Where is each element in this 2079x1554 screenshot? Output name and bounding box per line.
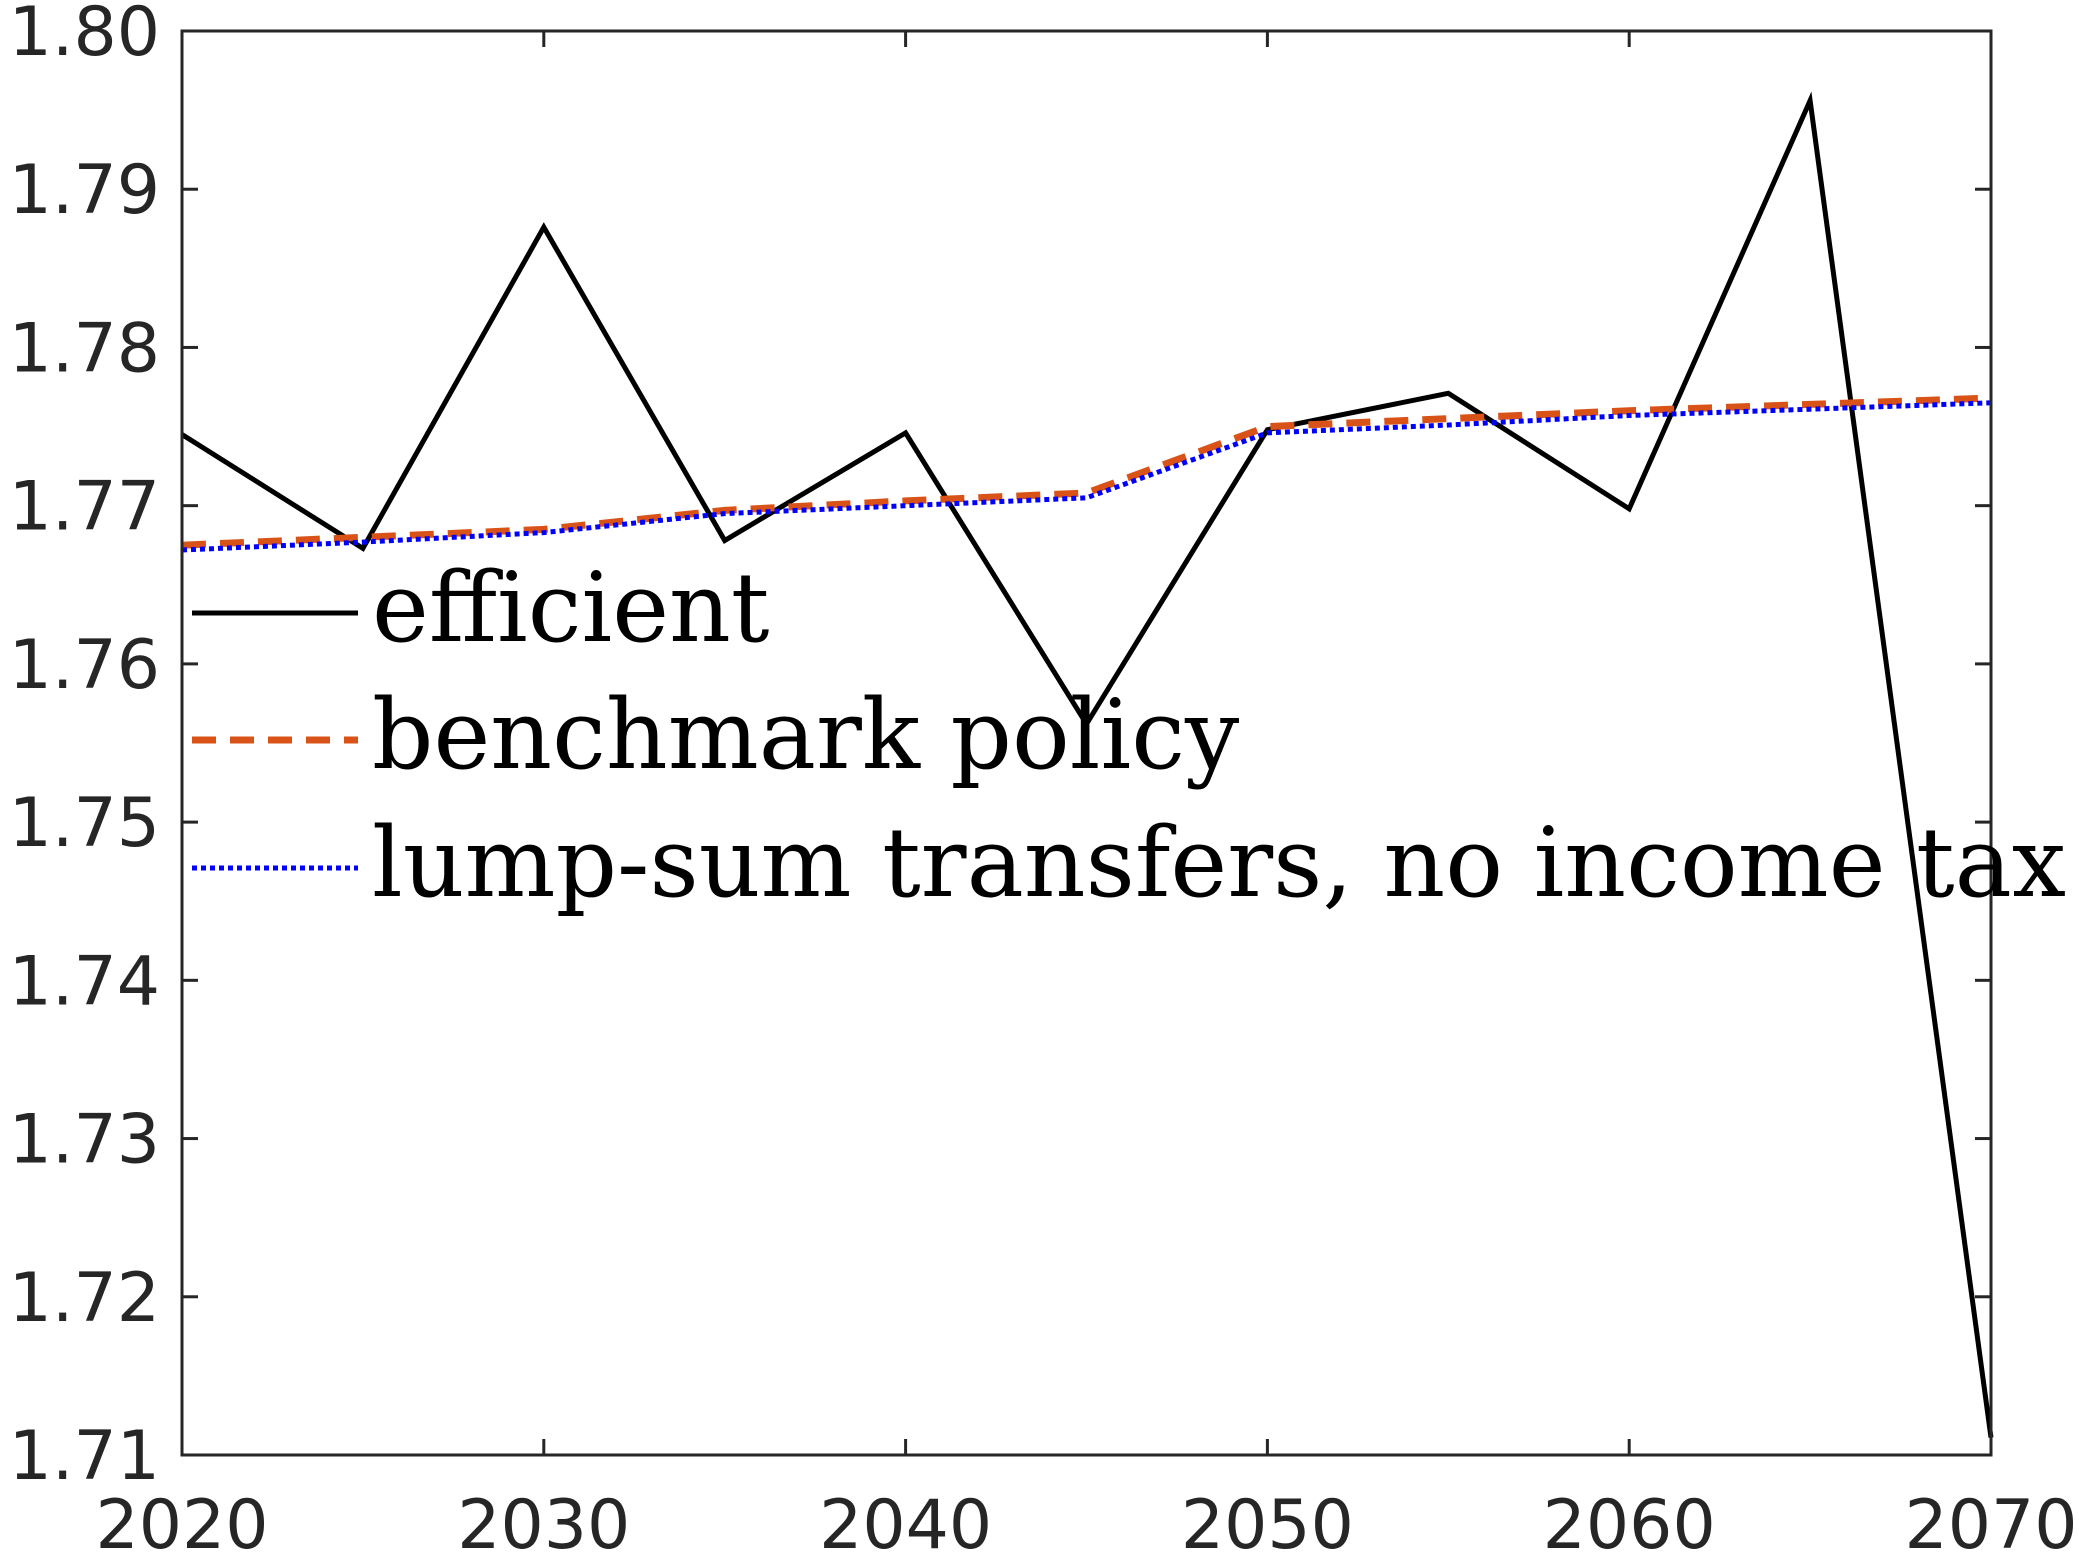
x-tick-label: 2050 [1181, 1486, 1354, 1554]
y-tick-label: 1.79 [9, 151, 160, 230]
x-tick-label: 2060 [1543, 1486, 1716, 1554]
tick-layer: 2020 2030 2040 2050 2060 2070 1.71 1.72 1.73 1.74… [9, 0, 2078, 1554]
series-3-point-2050 [1265, 431, 1269, 435]
plot-frame [180, 29, 1993, 1457]
series-line-3 [181, 400, 1992, 553]
series-3-point-2040 [904, 504, 908, 508]
series-3-point-2055 [1446, 423, 1450, 427]
series-1-point-2025 [361, 546, 365, 550]
legend-item-2: benchmark policy [192, 679, 1239, 791]
series-2-point-2025 [361, 535, 365, 539]
x-tick-label: 2030 [457, 1486, 630, 1554]
legend-label: benchmark policy [372, 679, 1239, 791]
series-line-1 [180, 91, 1994, 1438]
y-tick-label: 1.71 [9, 1417, 160, 1496]
series-3 [181, 400, 1992, 553]
series-1-point-2035 [723, 539, 727, 543]
series-1-point-2030 [542, 225, 546, 229]
series-3-point-2025 [361, 540, 365, 544]
legend-item-1: efficient [192, 552, 769, 664]
series-2-point-2045 [1085, 491, 1089, 495]
legend-label: lump-sum transfers, no income tax [372, 807, 2066, 919]
y-tick-label: 1.75 [9, 784, 160, 863]
x-tick-label: 2020 [95, 1486, 268, 1554]
series-3-point-2030 [542, 531, 546, 535]
series-layer [180, 91, 1994, 1438]
series-1 [180, 91, 1994, 1438]
legend-item-3: lump-sum transfers, no income tax [192, 807, 2066, 919]
series-2-point-2050 [1265, 425, 1269, 429]
series-3-point-2045 [1085, 496, 1089, 500]
y-tick-label: 1.72 [9, 1259, 160, 1338]
y-tick-label: 1.76 [9, 626, 160, 705]
series-2-point-2060 [1627, 409, 1631, 413]
y-tick-label: 1.73 [9, 1101, 160, 1180]
y-tick-label: 1.77 [9, 468, 160, 547]
series-1-point-2065 [1808, 99, 1812, 103]
series-1-point-2055 [1446, 391, 1450, 395]
x-tick-label: 2070 [1904, 1486, 2077, 1554]
series-2-point-2040 [904, 499, 908, 503]
series-2-point-2055 [1446, 417, 1450, 421]
series-3-point-2035 [723, 512, 727, 516]
y-tick-label: 1.74 [9, 942, 160, 1021]
legend-label: efficient [372, 552, 769, 664]
series-2-point-2065 [1808, 402, 1812, 406]
series-1-point-2040 [904, 431, 908, 435]
y-tick-label: 1.80 [9, 0, 160, 72]
legend: efficient benchmark policy lump-sum transf… [192, 552, 2066, 919]
y-tick-label: 1.78 [9, 309, 160, 388]
series-3-point-2065 [1808, 407, 1812, 411]
series-3-point-2060 [1627, 414, 1631, 418]
series-2 [181, 394, 1992, 549]
series-1-point-2060 [1627, 507, 1631, 511]
series-line-2 [181, 394, 1992, 549]
x-tick-label: 2040 [819, 1486, 992, 1554]
